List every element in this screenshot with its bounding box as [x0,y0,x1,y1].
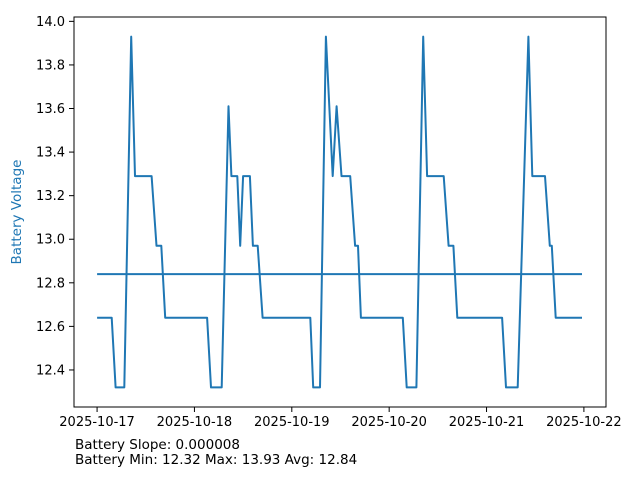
battery-slope-annotation: Battery Slope: 0.000008 [75,437,240,453]
y-tick-label: 12.4 [36,363,65,378]
x-tick-label: 2025-10-21 [449,415,525,430]
plot-area [73,16,607,408]
y-axis-label: Battery Voltage [9,160,25,265]
y-tick-label: 14.0 [36,15,65,30]
x-tick-label: 2025-10-17 [59,415,135,430]
series-lines [97,35,582,389]
y-tick-label: 13.0 [36,233,65,248]
y-tick-label: 13.6 [36,102,65,117]
y-tick-label: 12.6 [36,320,65,335]
y-tick-label: 13.4 [36,146,65,161]
y-tick-label: 13.8 [36,58,65,73]
x-tick-label: 2025-10-19 [254,415,330,430]
y-axis: 12.4 12.6 12.8 13.0 13.2 13.4 13.6 13.8 14.0 [36,15,74,378]
x-axis: 2025-10-17 2025-10-18 2025-10-19 2025-10-20… [59,407,622,430]
battery-stats-annotation: Battery Min: 12.32 Max: 13.93 Avg: 12.84 [75,452,357,468]
series-battery-voltage [97,35,582,389]
x-tick-label: 2025-10-22 [546,415,622,430]
y-tick-label: 12.8 [36,276,65,291]
y-tick-label: 13.2 [36,189,65,204]
x-tick-label: 2025-10-20 [351,415,427,430]
x-tick-label: 2025-10-18 [157,415,233,430]
